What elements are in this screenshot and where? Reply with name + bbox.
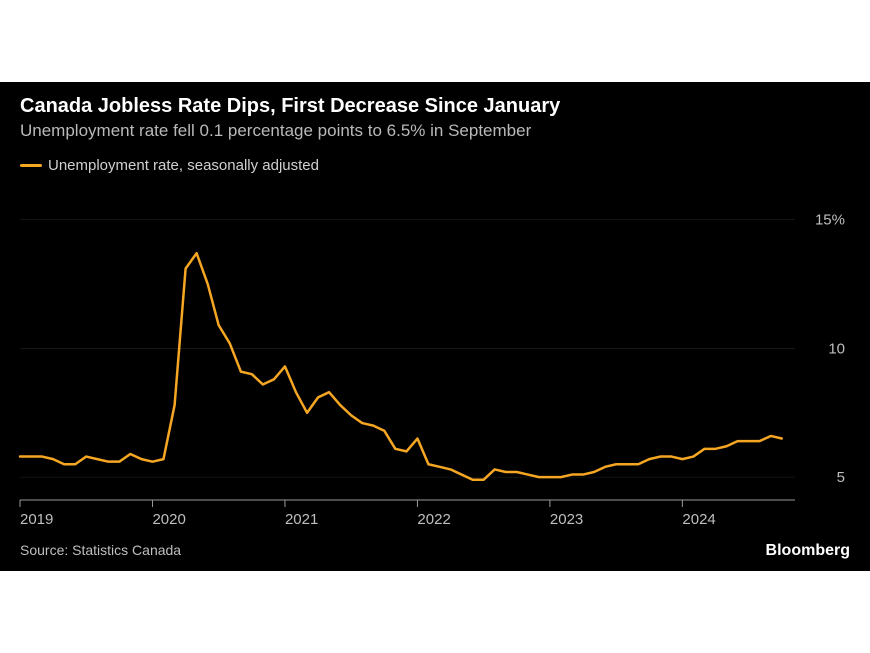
chart-title: Canada Jobless Rate Dips, First Decrease… (20, 95, 561, 117)
x-tick-label: 2021 (285, 511, 318, 528)
chart-card: Canada Jobless Rate Dips, First Decrease… (0, 82, 870, 571)
x-tick-label: 2022 (417, 511, 450, 528)
legend-swatch (20, 164, 42, 167)
card-bg (0, 82, 870, 571)
x-tick-label: 2019 (20, 511, 53, 528)
x-tick-label: 2020 (152, 511, 185, 528)
x-tick-label: 2023 (550, 511, 583, 528)
y-tick-label: 10 (828, 340, 845, 357)
chart-brand: Bloomberg (766, 542, 850, 559)
y-tick-label: 15% (815, 212, 845, 229)
chart-subtitle: Unemployment rate fell 0.1 percentage po… (20, 121, 532, 140)
x-tick-label: 2024 (682, 511, 715, 528)
chart-svg: Canada Jobless Rate Dips, First Decrease… (0, 82, 870, 571)
y-tick-label: 5 (837, 469, 845, 486)
chart-source: Source: Statistics Canada (20, 542, 181, 558)
legend-label: Unemployment rate, seasonally adjusted (48, 157, 319, 174)
